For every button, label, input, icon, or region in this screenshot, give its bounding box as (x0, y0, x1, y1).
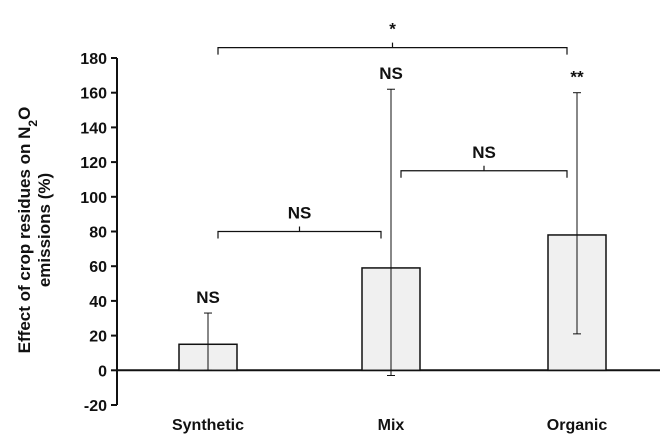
bar-significance-label: ** (570, 68, 584, 87)
significance-brackets: NS NS * (217, 20, 568, 239)
y-axis-title-line1: Effect of crop residues on N2O (15, 107, 40, 354)
y-tick-label: -20 (84, 398, 107, 415)
bar-significance-label: NS (379, 64, 403, 83)
significance-bracket (217, 42, 568, 55)
x-category-label: Synthetic (172, 417, 244, 434)
y-tick-label: 140 (80, 120, 107, 137)
labels: NS Synthetic NS Mix ** Organic (172, 64, 607, 434)
y-axis-title-main: Effect of crop residues on N (15, 127, 34, 354)
y-axis-title: Effect of crop residues on N2O emissions… (15, 107, 54, 354)
error-bars (204, 88, 581, 377)
bar-significance-label: NS (196, 288, 220, 307)
y-tick-label: 180 (80, 51, 107, 68)
y-tick-label: 160 (80, 86, 107, 103)
y-tick-label: 40 (89, 294, 107, 311)
y-tick-label: 120 (80, 155, 107, 172)
bracket-significance-label: * (389, 20, 396, 39)
x-category-label: Mix (378, 417, 405, 434)
y-tick-label: 0 (98, 363, 107, 380)
y-tick-label: 100 (80, 190, 107, 207)
y-axis-title-line2: emissions (%) (35, 173, 54, 287)
bracket-significance-label: NS (288, 204, 312, 223)
y-axis-title-after: O (15, 107, 34, 120)
y-tick-label: 20 (89, 329, 107, 346)
x-category-label: Organic (547, 417, 608, 434)
y-tick-label: 80 (89, 225, 107, 242)
bracket-significance-label: NS (472, 143, 496, 162)
y-tick-label: 60 (89, 259, 107, 276)
significance-bracket (400, 165, 568, 178)
significance-bracket (217, 226, 382, 239)
y-axis-title-subscript: 2 (26, 120, 40, 127)
bars (178, 234, 607, 372)
